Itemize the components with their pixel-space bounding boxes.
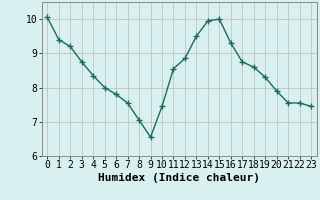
X-axis label: Humidex (Indice chaleur): Humidex (Indice chaleur) (98, 173, 260, 183)
